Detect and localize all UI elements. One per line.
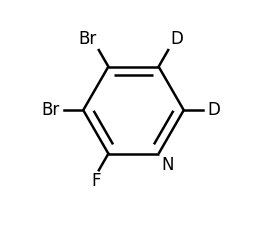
Text: D: D bbox=[170, 30, 183, 48]
Text: Br: Br bbox=[41, 101, 60, 119]
Text: N: N bbox=[161, 156, 173, 174]
Text: Br: Br bbox=[78, 30, 97, 48]
Text: F: F bbox=[92, 172, 101, 190]
Text: D: D bbox=[207, 101, 220, 119]
